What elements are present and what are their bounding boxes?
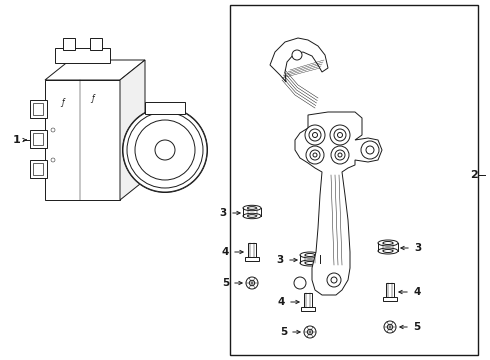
Circle shape	[334, 129, 346, 141]
Bar	[304, 293, 312, 307]
Circle shape	[51, 128, 55, 132]
Circle shape	[249, 280, 255, 286]
Bar	[386, 283, 394, 297]
Ellipse shape	[243, 213, 261, 219]
Text: 5: 5	[222, 278, 229, 288]
Circle shape	[294, 277, 306, 289]
Bar	[55, 48, 110, 63]
Bar	[33, 133, 43, 145]
Bar	[33, 103, 43, 115]
Text: 4: 4	[413, 287, 420, 297]
Ellipse shape	[247, 207, 256, 210]
Bar	[63, 38, 75, 50]
Bar	[33, 163, 43, 175]
Circle shape	[246, 277, 258, 289]
Bar	[30, 160, 47, 178]
Ellipse shape	[122, 108, 207, 193]
Bar	[30, 100, 47, 118]
Circle shape	[387, 324, 392, 330]
Bar	[245, 257, 259, 261]
Ellipse shape	[243, 205, 261, 211]
Circle shape	[51, 158, 55, 162]
Circle shape	[306, 146, 324, 164]
Circle shape	[305, 125, 325, 145]
Bar	[383, 297, 397, 301]
Circle shape	[123, 108, 207, 192]
Ellipse shape	[378, 248, 398, 254]
Circle shape	[127, 112, 203, 188]
Ellipse shape	[383, 249, 393, 252]
Text: ƒ: ƒ	[62, 98, 64, 107]
Circle shape	[307, 329, 313, 335]
Ellipse shape	[305, 261, 315, 265]
Polygon shape	[270, 38, 328, 82]
Circle shape	[309, 129, 321, 141]
Text: 1: 1	[12, 135, 20, 145]
Bar	[30, 130, 47, 148]
Text: 3: 3	[220, 208, 227, 218]
Circle shape	[366, 146, 374, 154]
Circle shape	[330, 125, 350, 145]
Circle shape	[135, 120, 195, 180]
Circle shape	[384, 321, 396, 333]
Bar	[145, 102, 185, 114]
Ellipse shape	[300, 260, 320, 266]
Ellipse shape	[305, 253, 315, 257]
Polygon shape	[295, 112, 382, 295]
Text: 5: 5	[280, 327, 287, 337]
Circle shape	[313, 132, 318, 138]
Circle shape	[313, 153, 317, 157]
Ellipse shape	[378, 240, 398, 246]
Text: 3: 3	[277, 255, 284, 265]
Ellipse shape	[383, 242, 393, 244]
Ellipse shape	[247, 215, 256, 217]
Polygon shape	[120, 60, 145, 200]
Bar	[230, 5, 478, 355]
Circle shape	[304, 326, 316, 338]
Circle shape	[335, 150, 345, 160]
Text: 3: 3	[414, 243, 421, 253]
Text: 4: 4	[278, 297, 285, 307]
Circle shape	[310, 150, 320, 160]
Circle shape	[327, 273, 341, 287]
Circle shape	[338, 153, 342, 157]
Text: ƒ: ƒ	[92, 94, 94, 103]
Circle shape	[292, 50, 302, 60]
Bar	[301, 307, 315, 311]
Bar	[45, 80, 120, 200]
Bar	[90, 38, 102, 50]
Polygon shape	[45, 60, 145, 80]
Text: 5: 5	[413, 322, 420, 332]
Bar	[248, 243, 256, 257]
Circle shape	[331, 146, 349, 164]
Text: 4: 4	[221, 247, 229, 257]
Circle shape	[331, 277, 337, 283]
Circle shape	[338, 132, 343, 138]
Text: 2: 2	[470, 170, 478, 180]
Ellipse shape	[300, 252, 320, 258]
Circle shape	[361, 141, 379, 159]
Circle shape	[155, 140, 175, 160]
